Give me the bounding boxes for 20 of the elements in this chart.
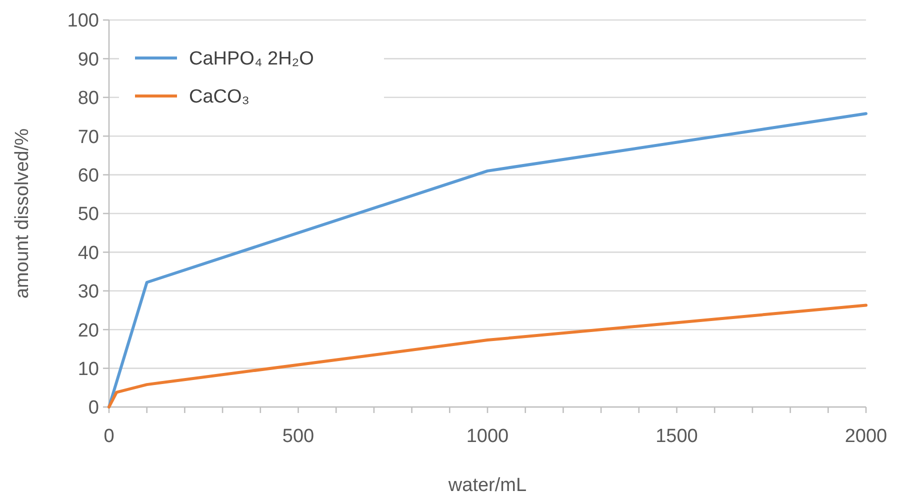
x-axis-title: water/mL [447,475,527,496]
y-tick-label: 40 [78,242,99,264]
y-tick-label: 90 [78,49,99,70]
y-tick-label: 70 [78,126,99,148]
x-tick-label: 500 [282,426,314,447]
y-tick-label: 10 [78,358,99,380]
legend-label: CaCO₃ [189,86,250,108]
y-tick-label: 60 [78,165,99,186]
x-tick-label: 0 [104,426,114,447]
y-tick-label: 100 [67,10,99,32]
y-tick-label: 80 [78,88,99,110]
x-tick-label: 1500 [656,426,698,447]
y-axis-title: amount dissolved/% [12,128,33,299]
legend-label: CaHPO₄ 2H₂O [189,48,314,70]
y-tick-label: 0 [88,398,99,419]
y-tick-label: 30 [78,282,99,303]
x-tick-label: 2000 [844,426,888,447]
y-tick-label: 50 [78,204,99,226]
x-tick-label: 1000 [466,426,509,447]
y-tick-label: 20 [78,320,99,342]
